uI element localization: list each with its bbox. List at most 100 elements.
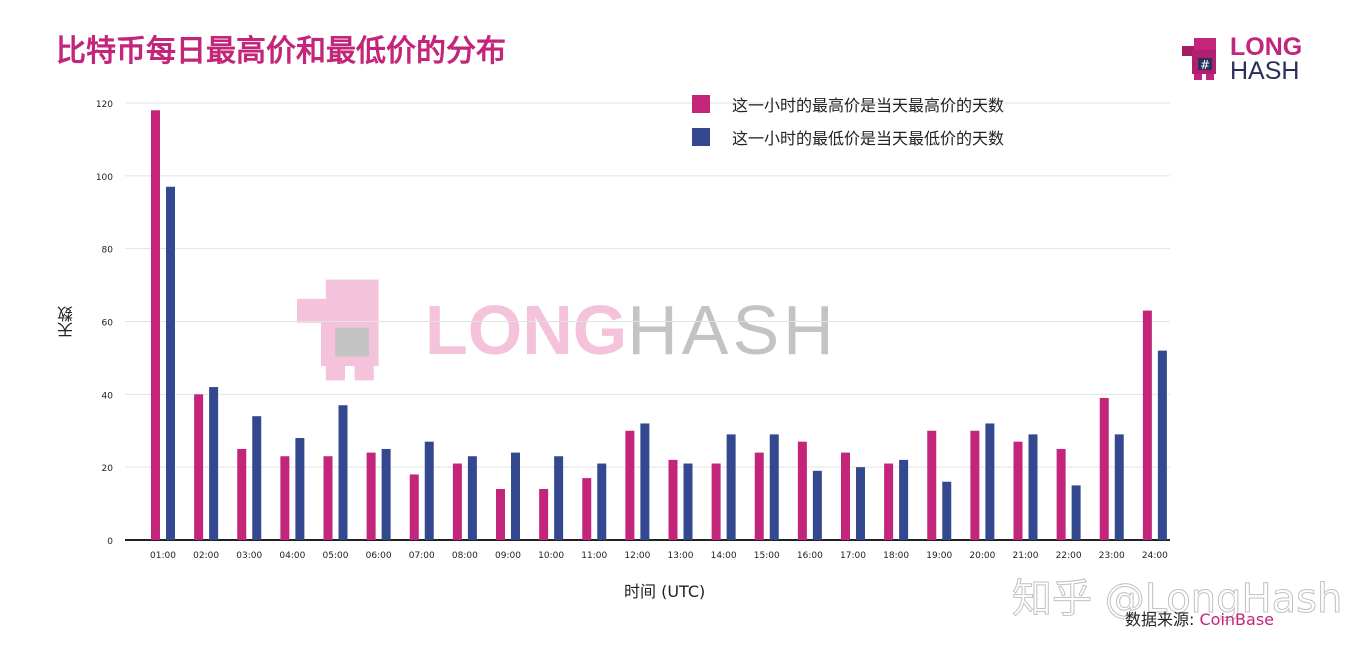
watermark-dino-icon — [297, 279, 379, 381]
data-source: 数据来源: CoinBase — [1125, 606, 1274, 630]
bar-low-10:00 — [554, 456, 564, 540]
bar-low-01:00 — [166, 186, 175, 540]
bar-high-10:00 — [539, 489, 549, 540]
x-tick-label: 06:00 — [366, 551, 392, 561]
legend-swatch-high — [692, 95, 710, 113]
bar-high-23:00 — [1099, 397, 1109, 540]
logo-text-hash: HASH — [1230, 57, 1300, 85]
x-tick-label: 07:00 — [409, 551, 435, 561]
bar-high-18:00 — [884, 463, 894, 540]
y-tick-label: 0 — [107, 537, 113, 547]
bar-high-04:00 — [280, 456, 290, 540]
watermark: LONG HASH — [285, 270, 838, 390]
bar-low-18:00 — [899, 459, 909, 540]
bar-high-08:00 — [452, 463, 462, 540]
bar-low-05:00 — [338, 405, 348, 540]
bar-high-11:00 — [582, 478, 592, 540]
bar-high-15:00 — [754, 452, 764, 540]
bar-low-11:00 — [597, 463, 607, 540]
y-tick-label: 60 — [102, 319, 114, 329]
bar-high-20:00 — [970, 430, 980, 540]
x-tick-label: 14:00 — [711, 551, 737, 561]
dino-logo-icon: # — [1182, 38, 1216, 80]
bar-low-23:00 — [1114, 434, 1124, 540]
logo-text-long: LONG — [1230, 33, 1303, 61]
x-tick-label: 13:00 — [668, 551, 694, 561]
y-tick-label: 40 — [102, 391, 114, 401]
bar-low-17:00 — [856, 467, 865, 540]
y-tick-label: 120 — [96, 100, 113, 110]
bar-high-22:00 — [1056, 448, 1066, 540]
bar-high-06:00 — [366, 452, 376, 540]
bar-high-12:00 — [625, 430, 635, 540]
y-tick-label: 80 — [102, 246, 114, 256]
bar-high-24:00 — [1142, 310, 1152, 540]
bar-low-08:00 — [467, 456, 477, 540]
bar-high-14:00 — [711, 463, 721, 540]
zhihu-watermark: 知乎 @LongHash — [1011, 576, 1343, 623]
watermark-long: LONG — [425, 291, 628, 369]
bar-low-09:00 — [511, 452, 520, 540]
y-axis-label: 天数 — [57, 306, 76, 338]
bar-low-13:00 — [683, 463, 693, 540]
longhash-logo: # LONG HASH — [1180, 34, 1302, 84]
source-label: 数据来源: — [1125, 610, 1200, 629]
bar-low-20:00 — [985, 423, 995, 540]
bar-low-24:00 — [1157, 350, 1167, 540]
bar-high-13:00 — [668, 459, 678, 540]
x-tick-label: 01:00 — [150, 551, 176, 561]
bar-low-04:00 — [295, 438, 305, 540]
bar-low-14:00 — [726, 434, 736, 540]
x-tick-label: 18:00 — [883, 551, 909, 561]
x-tick-label: 04:00 — [279, 551, 305, 561]
bar-high-01:00 — [151, 110, 160, 541]
bar-low-16:00 — [812, 470, 822, 540]
x-tick-label: 20:00 — [969, 551, 995, 561]
x-tick-label: 02:00 — [193, 551, 219, 561]
x-tick-label: 11:00 — [581, 551, 607, 561]
bar-high-21:00 — [1013, 441, 1023, 540]
x-tick-label: 21:00 — [1013, 551, 1039, 561]
x-tick-label: 19:00 — [926, 551, 952, 561]
watermark-hash: HASH — [627, 291, 838, 369]
bar-high-09:00 — [496, 489, 505, 540]
chart-title: 比特币每日最高价和最低价的分布 — [56, 34, 506, 69]
source-value: CoinBase — [1199, 610, 1274, 629]
x-tick-label: 22:00 — [1056, 551, 1082, 561]
bar-high-05:00 — [323, 456, 333, 540]
bar-high-17:00 — [841, 452, 850, 540]
legend-item-low: 这一小时的最低价是当天最低价的天数 — [692, 125, 1004, 149]
legend-label-high: 这一小时的最高价是当天最高价的天数 — [732, 96, 1005, 115]
bar-low-03:00 — [252, 416, 262, 540]
bar-low-06:00 — [381, 448, 391, 540]
legend-item-high: 这一小时的最高价是当天最高价的天数 — [692, 92, 1004, 116]
legend-swatch-low — [692, 128, 710, 146]
x-tick-label: 23:00 — [1099, 551, 1125, 561]
x-tick-label: 17:00 — [840, 551, 866, 561]
x-tick-label: 16:00 — [797, 551, 823, 561]
svg-text:#: # — [1200, 58, 1210, 72]
x-tick-label: 09:00 — [495, 551, 521, 561]
x-axis-label: 时间 (UTC) — [624, 582, 706, 601]
bar-low-02:00 — [209, 387, 219, 540]
bar-high-07:00 — [409, 474, 419, 540]
legend-label-low: 这一小时的最低价是当天最低价的天数 — [732, 129, 1005, 148]
bar-low-19:00 — [942, 481, 952, 540]
y-tick-label: 100 — [96, 173, 113, 183]
bar-low-15:00 — [769, 434, 779, 540]
bar-high-02:00 — [194, 394, 204, 540]
bar-high-03:00 — [237, 448, 247, 540]
x-tick-label: 05:00 — [323, 551, 349, 561]
bar-low-21:00 — [1028, 434, 1038, 540]
x-tick-label: 12:00 — [624, 551, 650, 561]
x-tick-label: 15:00 — [754, 551, 780, 561]
bar-low-12:00 — [640, 423, 650, 540]
bar-low-07:00 — [424, 441, 434, 540]
y-tick-label: 20 — [102, 464, 114, 474]
x-tick-label: 03:00 — [236, 551, 262, 561]
bar-high-19:00 — [927, 430, 937, 540]
x-tick-label: 10:00 — [538, 551, 564, 561]
bar-high-16:00 — [797, 441, 807, 540]
x-tick-label: 08:00 — [452, 551, 478, 561]
